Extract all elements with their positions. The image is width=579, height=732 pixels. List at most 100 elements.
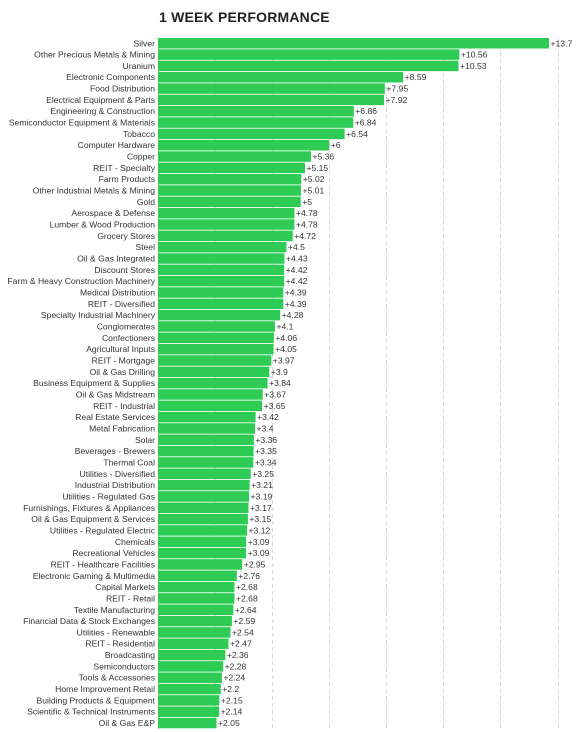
bar[interactable] [158,287,284,298]
bar[interactable] [158,661,224,672]
category-label: Oil & Gas Drilling [90,367,156,377]
category-label: Electronic Gaming & Multimedia [33,571,155,581]
category-label: Beverages - Brewers [75,446,155,456]
bar[interactable] [158,71,404,83]
bar[interactable] [158,38,549,49]
bar[interactable] [158,366,270,378]
bar[interactable] [158,117,354,128]
value-label: +2.28 [225,661,247,671]
bar[interactable] [158,60,459,72]
bar[interactable] [158,139,330,151]
value-label: +4.43 [286,254,308,264]
bar[interactable] [158,434,254,446]
category-label: Electronic Components [66,72,155,82]
category-label: Confectioners [102,333,155,343]
category-label: Agricultural Inputs [86,344,155,354]
bar[interactable] [158,377,268,389]
bar[interactable] [158,128,345,140]
bar[interactable] [158,593,235,604]
value-label: +2.15 [221,695,243,705]
bar[interactable] [158,83,385,94]
bar[interactable] [158,275,285,287]
bar[interactable] [158,615,232,627]
bar[interactable] [158,479,250,491]
category-label: Capital Markets [95,582,155,592]
value-label: +3.35 [255,446,277,456]
value-label: +2.47 [230,639,252,649]
bar[interactable] [158,502,249,514]
category-label: Thermal Coal [103,457,155,467]
category-label: Furnishings, Fixtures & Appliances [23,503,155,513]
bar[interactable] [158,343,274,355]
bar[interactable] [158,332,274,344]
bar[interactable] [158,695,220,706]
value-label: +5.02 [303,174,325,184]
value-label: +10.53 [460,61,487,71]
category-label: Solar [135,435,155,445]
bar[interactable] [158,445,254,457]
bar[interactable] [158,638,229,649]
bar[interactable] [158,547,247,559]
bar[interactable] [158,230,293,242]
bar[interactable] [158,49,460,60]
bar[interactable] [158,264,285,276]
category-label: Silver [134,38,156,48]
value-label: +3.65 [264,401,286,411]
value-label: +4.1 [277,322,294,332]
bar[interactable] [158,457,254,468]
bar[interactable] [158,581,235,593]
bar[interactable] [158,196,301,208]
bar[interactable] [158,151,311,162]
bar[interactable] [158,570,237,582]
bar[interactable] [158,683,221,695]
value-label: +2.68 [236,582,258,592]
bar[interactable] [158,321,276,332]
category-label: Oil & Gas Midstream [76,389,155,399]
value-label: +3.9 [271,367,288,377]
bar[interactable] [158,513,248,525]
value-label: +4.06 [275,333,297,343]
bar[interactable] [158,105,354,117]
value-label: +2.76 [238,571,260,581]
bar[interactable] [158,173,302,185]
value-label: +4.42 [286,276,308,286]
value-label: +3.15 [249,514,271,524]
value-label: +3.19 [251,491,273,501]
bar[interactable] [158,717,217,729]
bar[interactable] [158,468,251,480]
value-label: +2.64 [235,605,257,615]
bar[interactable] [158,185,301,196]
category-label: Semiconductors [93,661,155,671]
bar[interactable] [158,94,385,106]
category-label: REIT - Healthcare Facilities [51,559,155,569]
bar[interactable] [158,411,256,423]
bar[interactable] [158,309,281,321]
bar[interactable] [158,219,295,230]
value-label: +3.21 [251,480,273,490]
bar[interactable] [158,207,295,219]
value-label: +3.84 [269,378,291,388]
bar[interactable] [158,604,234,616]
value-label: +10.56 [461,50,488,60]
category-label: Utilities - Renewable [77,627,156,637]
bar[interactable] [158,491,250,502]
bar[interactable] [158,559,243,570]
bar[interactable] [158,627,231,638]
bar[interactable] [158,525,248,536]
bar[interactable] [158,253,285,264]
bar[interactable] [158,706,220,717]
bar[interactable] [158,536,247,548]
value-label: +2.59 [233,616,255,626]
bar[interactable] [158,400,263,412]
bar[interactable] [158,162,305,174]
bar[interactable] [158,389,263,400]
bar[interactable] [158,298,284,310]
bar[interactable] [158,355,272,366]
bar[interactable] [158,649,226,661]
bar[interactable] [158,672,222,683]
bar[interactable] [158,423,256,434]
category-label: REIT - Specialty [93,163,156,173]
value-label: +2.36 [227,650,249,660]
bar[interactable] [158,241,287,253]
category-label: Conglomerates [97,322,155,332]
